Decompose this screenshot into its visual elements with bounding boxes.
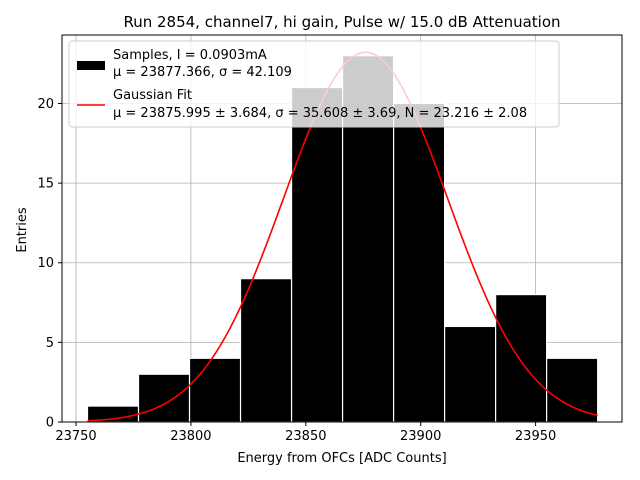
x-tick-label: 23800 [170,429,211,444]
x-tick-label: 23950 [515,429,556,444]
histogram-bar [188,357,242,423]
x-tick-label: 23750 [55,429,96,444]
y-axis-ticks: 0 5 10 15 20 [37,97,62,431]
x-tick-label: 23850 [285,429,326,444]
legend-samples-label: Samples, I = 0.0903mA [113,48,267,63]
legend-box [68,40,560,128]
y-axis-label: Entries [15,207,30,253]
legend: Samples, I = 0.0903mA μ = 23877.366, σ =… [68,40,560,128]
x-axis-label: Energy from OFCs [ADC Counts] [237,451,446,466]
y-tick-label: 10 [37,256,54,271]
histogram-bar [137,373,191,423]
histogram-bar [239,278,293,423]
y-tick-label: 15 [37,177,54,192]
legend-fit-label: Gaussian Fit [113,88,192,103]
y-tick-label: 0 [46,416,54,431]
legend-samples-stats: μ = 23877.366, σ = 42.109 [113,65,292,80]
histogram-bar [444,325,497,423]
plot-frame [61,34,623,423]
legend-samples-patch [77,61,105,70]
y-tick-label: 20 [37,97,54,112]
x-tick-label: 23900 [400,429,441,444]
x-axis-ticks: 23750 23800 23850 23900 23950 [55,422,556,444]
legend-fit-stats: μ = 23875.995 ± 3.684, σ = 35.608 ± 3.69… [113,106,527,121]
histogram-bar [546,357,599,423]
histogram-bar [290,86,344,423]
y-tick-label: 5 [46,336,54,351]
histogram-bar [392,102,446,423]
chart-title: Run 2854, channel7, hi gain, Pulse w/ 15… [123,13,560,31]
histogram-bar [495,293,548,423]
